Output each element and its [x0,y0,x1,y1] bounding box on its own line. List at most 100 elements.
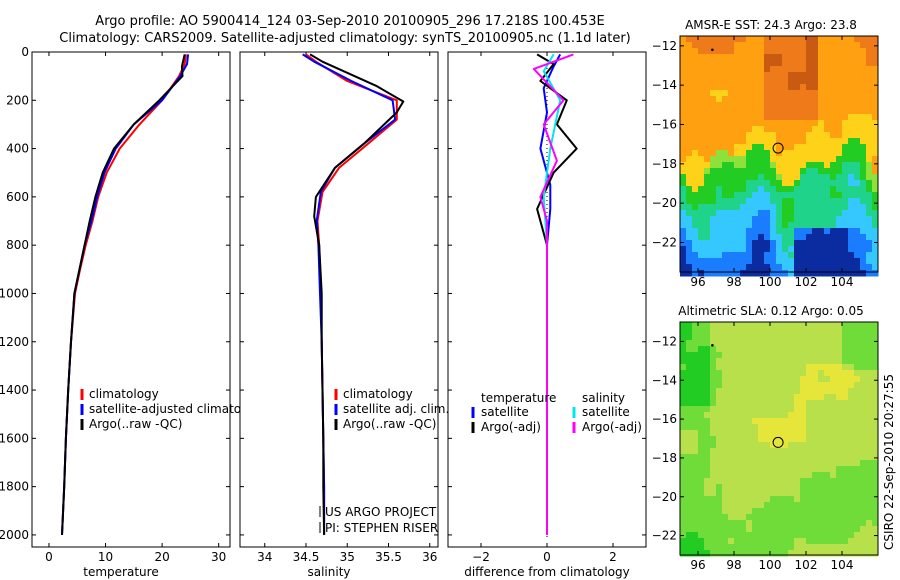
map-cell [734,418,741,425]
map-cell [788,370,795,377]
map-cell [734,394,741,401]
map-cell [836,508,843,515]
map-cell [686,334,693,341]
map-cell [800,550,807,557]
map-cell [692,150,699,157]
map-cell [866,520,873,527]
map-cell [716,264,723,271]
map-cell [698,246,705,253]
map-cell [872,114,879,121]
map-cell [788,72,795,79]
map-cell [752,370,759,377]
map-cell [728,174,735,181]
map-cell [704,418,711,425]
map-cell [812,322,819,329]
map-cell [800,60,807,67]
map-cell [746,222,753,229]
map-cell [764,204,771,211]
map-cell [698,334,705,341]
map-cell [782,328,789,335]
map-cell [740,204,747,211]
map-cell [824,192,831,199]
map-cell [812,192,819,199]
map-cell [692,72,699,79]
legend-label: satellite adj. clim. [343,402,449,416]
map-cell [722,234,729,241]
map-cell [812,502,819,509]
map-cell [698,192,705,199]
map-cell [686,340,693,347]
map-cell [680,346,687,353]
x-tick-label: 10 [98,550,113,564]
map-cell [794,228,801,235]
map-cell [842,228,849,235]
map-cell [716,132,723,139]
map-cell [794,174,801,181]
map-cell [812,496,819,503]
map-cell [716,490,723,497]
map-cell [770,394,777,401]
map-cell [734,192,741,199]
map-cell [752,466,759,473]
map-cell [764,520,771,527]
map-cell [842,198,849,205]
map-cell [806,198,813,205]
map-cell [806,496,813,503]
map-cell [824,240,831,247]
map-cell [836,502,843,509]
map-cell [686,198,693,205]
map-cell [710,544,717,551]
map-cell [686,370,693,377]
map-cell [776,454,783,461]
map-cell [752,270,759,277]
map-cell [830,96,837,103]
map-cell [704,228,711,235]
map-cell [848,484,855,491]
map-cell [734,442,741,449]
map-cell [806,150,813,157]
map-cell [800,418,807,425]
map-cell [818,108,825,115]
map-cell [752,120,759,127]
map-cell [740,216,747,223]
map-cell [854,460,861,467]
map-cell [866,120,873,127]
map-cell [680,54,687,61]
map-cell [746,270,753,277]
map-cell [716,246,723,253]
map-cell [704,186,711,193]
map-cell [848,162,855,169]
map-cell [818,412,825,419]
map-cell [824,424,831,431]
map-cell [866,478,873,485]
map-cell [836,382,843,389]
map-cell [812,174,819,181]
map-cell [812,532,819,539]
map-cell [710,406,717,413]
map-cell [836,120,843,127]
map-cell [740,418,747,425]
map-cell [872,270,879,277]
map-cell [800,138,807,145]
map-cell [782,102,789,109]
map-cell [764,246,771,253]
map-cell [782,334,789,341]
map-cell [788,48,795,55]
map-cell [722,454,729,461]
map-cell [818,102,825,109]
map-cell [842,484,849,491]
map-cell [782,204,789,211]
map-cell [782,508,789,515]
map-cell [758,78,765,85]
map-cell [830,252,837,259]
map-cell [722,526,729,533]
map-cell [722,502,729,509]
map-cell [704,436,711,443]
map-cell [716,72,723,79]
map-cell [770,150,777,157]
map-cell [860,322,867,329]
map-cell [854,264,861,271]
map-cell [860,108,867,115]
map-cell [698,168,705,175]
map-cell [854,66,861,73]
